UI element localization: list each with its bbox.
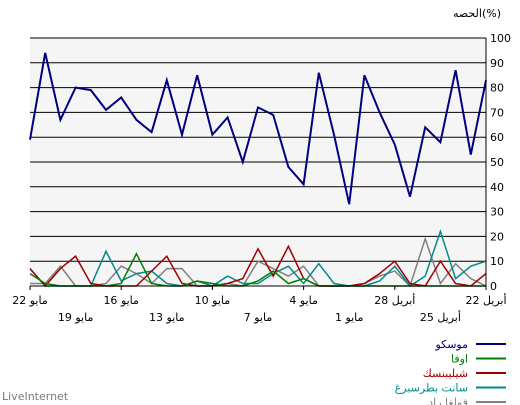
brand-logo: LiveInternet — [2, 390, 69, 403]
y-tick-label: 40 — [490, 181, 504, 194]
legend-label: موسكو — [434, 338, 468, 351]
x-tick-label: 25 أبريل — [420, 310, 461, 324]
x-tick-label: 22 مايو — [12, 294, 48, 307]
y-tick-label: 60 — [490, 131, 504, 144]
y-tick-label: 50 — [490, 156, 504, 169]
x-tick-label: 22 أبريل — [465, 293, 506, 307]
x-tick-label: 10 مايو — [195, 294, 231, 307]
series-line-0 — [29, 52, 487, 205]
y-tick-label: 70 — [490, 106, 504, 119]
x-tick-label: 4 مايو — [289, 294, 318, 307]
legend-label: اوفا — [451, 353, 468, 366]
y-tick-label: 0 — [490, 280, 497, 293]
legend-label: سانت بطرسبرغ — [395, 382, 468, 395]
y-axis-title: الحصه(%) — [453, 7, 501, 20]
x-tick-label: 1 مايو — [335, 311, 364, 324]
y-tick-label: 90 — [490, 57, 504, 70]
x-tick-label: 28 أبريل — [374, 293, 415, 307]
axes — [30, 38, 487, 287]
y-tick-label: 20 — [490, 230, 504, 243]
y-tick-labels: 0 10 20 30 40 50 60 70 80 90 100 — [490, 32, 511, 293]
y-tick-label: 10 — [490, 255, 504, 268]
y-tick-label: 100 — [490, 32, 511, 45]
x-tick-label: 19 مايو — [58, 311, 94, 324]
legend-label: شيليبنسك — [423, 367, 468, 380]
x-tick-label: 13 مايو — [149, 311, 185, 324]
legend-label: فولغا راد — [428, 396, 468, 405]
x-tick-labels: 22 مايو 16 مايو 10 مايو 4 مايو 28 أبريل 22 أب… — [12, 286, 507, 324]
x-tick-label: 7 مايو — [244, 311, 273, 324]
x-tick-label: 16 مايو — [103, 294, 139, 307]
y-tick-label: 80 — [490, 82, 504, 95]
y-tick-label: 30 — [490, 206, 504, 219]
